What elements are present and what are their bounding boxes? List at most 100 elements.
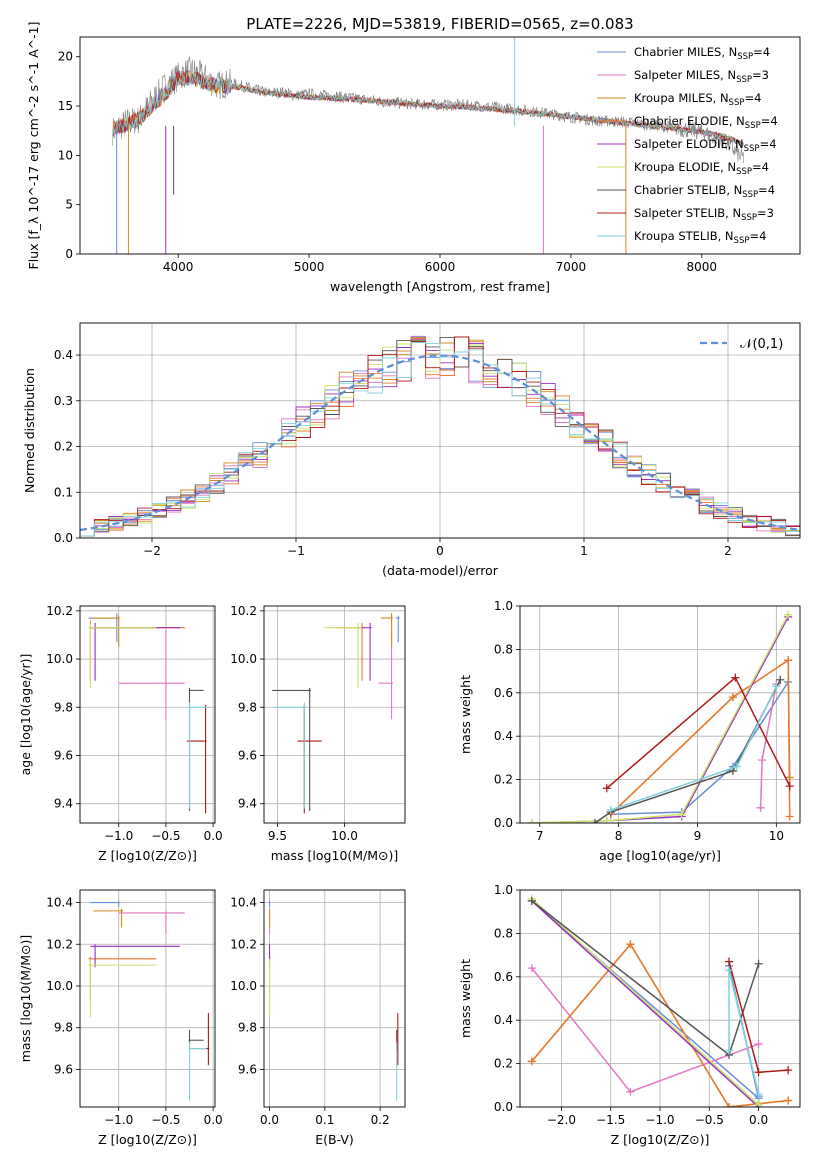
y-tick-label: 0.0 xyxy=(54,531,73,545)
legend-value: =4 xyxy=(744,91,761,105)
x-tick-label: −0.5 xyxy=(151,829,180,843)
legend-label: 𝒩(0,1) xyxy=(740,337,783,352)
series-point xyxy=(590,819,599,823)
x-tick-label: 0 xyxy=(436,544,444,558)
x-tick-label: 0.0 xyxy=(204,829,223,843)
y-tick-label: 1.0 xyxy=(494,883,513,897)
x-tick-label: 10 xyxy=(769,829,784,843)
plot-area xyxy=(80,335,800,538)
x-axis-label: E(B-V) xyxy=(315,1132,354,1147)
x-axis-label: Z [log10(Z/Z⊙)] xyxy=(611,1132,710,1147)
series-point xyxy=(725,957,734,966)
panel-massweight_vs_Z: −2.0 −1.5 −1.0 −0.5 0.0 0.0 0.2 0.4 0.6 0.8 1.0 Z [… xyxy=(458,883,801,1147)
y-tick-label: 20 xyxy=(58,50,73,64)
axes-frame xyxy=(519,889,801,1108)
series-point xyxy=(626,940,635,949)
legend-value: =4 xyxy=(758,183,775,197)
y-tick-label: 0.6 xyxy=(494,970,513,984)
legend-subscript: SSP xyxy=(745,121,761,131)
y-tick-label: 9.6 xyxy=(238,1062,257,1076)
x-tick-label: 1 xyxy=(580,544,588,558)
gaussian-reference xyxy=(80,354,800,532)
plot-area xyxy=(268,900,399,1101)
x-tick-label: 8 xyxy=(615,829,623,843)
y-tick-label: 0.0 xyxy=(494,1100,513,1114)
legend-subscript: SSP xyxy=(734,236,750,246)
x-tick-label: −1 xyxy=(287,544,305,558)
y-tick-label: 10.4 xyxy=(46,896,73,910)
series-point xyxy=(527,896,536,905)
plot-area xyxy=(527,894,793,1107)
panel-age_vs_mass: 9.5 10.0 9.4 9.6 9.8 10.0 10.2 mass [log10(M/M⊙… xyxy=(230,604,406,863)
legend-value: =3 xyxy=(757,206,774,220)
x-axis-label: age [log10(age/yr)] xyxy=(599,848,721,863)
y-tick-label: 10.2 xyxy=(230,937,257,951)
legend-value: =4 xyxy=(753,45,770,59)
y-tick-label: 9.4 xyxy=(238,797,257,811)
y-tick-label: 10.0 xyxy=(46,979,73,993)
y-tick-label: 0 xyxy=(65,247,73,261)
x-tick-label: 2 xyxy=(724,544,732,558)
series-point xyxy=(758,756,767,765)
x-tick-label: 5000 xyxy=(294,260,325,274)
y-tick-label: 0.8 xyxy=(494,926,513,940)
mass-weight-series xyxy=(531,614,789,823)
panel-mass_vs_ebv: 0.0 0.1 0.2 9.6 9.8 10.0 10.2 10.4 E(B-V) xyxy=(230,889,406,1147)
legend-value: =4 xyxy=(761,114,778,128)
axes-frame xyxy=(79,605,216,824)
series-point xyxy=(785,812,794,821)
axes-frame xyxy=(79,889,216,1108)
y-tick-label: 1.0 xyxy=(494,599,513,613)
y-tick-label: 10.2 xyxy=(46,604,73,618)
x-axis-label: mass [log10(M/M⊙)] xyxy=(271,848,399,863)
legend-label: Salpeter MILES, NSSP=3 xyxy=(634,68,769,85)
y-tick-label: 9.8 xyxy=(54,700,73,714)
legend-label: Chabrier MILES, NSSP=4 xyxy=(634,45,770,62)
series-point xyxy=(784,1066,793,1075)
y-tick-label: 9.8 xyxy=(238,1021,257,1035)
series-point xyxy=(606,805,615,814)
y-tick-label: 10.0 xyxy=(230,652,257,666)
x-tick-label: 0.0 xyxy=(749,1113,768,1127)
y-tick-label: 0.2 xyxy=(494,1057,513,1071)
y-axis-label: Normed distribution xyxy=(22,368,37,493)
x-axis-label: Z [log10(Z/Z⊙)] xyxy=(98,1132,197,1147)
legend-subscript: SSP xyxy=(744,144,760,154)
legend-subscript: SSP xyxy=(741,213,757,223)
y-tick-label: 10 xyxy=(58,148,73,162)
legend-label: Kroupa ELODIE, NSSP=4 xyxy=(634,160,769,177)
y-tick-label: 9.4 xyxy=(54,797,73,811)
mass-weight-series xyxy=(610,658,791,817)
series-point xyxy=(784,610,793,619)
y-tick-label: 9.8 xyxy=(238,700,257,714)
figure-title: PLATE=2226, MJD=53819, FIBERID=0565, z=0… xyxy=(246,15,633,33)
panel-age_vs_Z: −1.0 −0.5 0.0 9.4 9.6 9.8 10.0 10.2 Z [log10(Z/Z… xyxy=(18,604,223,863)
axes-frame xyxy=(79,322,801,539)
panel-residual_hist: −2 −1 0 1 2 0.0 0.1 0.2 0.3 0.4 𝒩(0,1) (data-model)… xyxy=(22,322,801,578)
x-tick-label: 0.1 xyxy=(315,1113,334,1127)
x-tick-label: −0.5 xyxy=(695,1113,724,1127)
series-point xyxy=(725,1103,734,1107)
y-tick-label: 10.0 xyxy=(46,652,73,666)
y-tick-label: 9.6 xyxy=(54,1062,73,1076)
series-point xyxy=(732,762,741,771)
series-point xyxy=(754,1068,763,1077)
series-point xyxy=(527,819,536,823)
y-tick-label: 0.3 xyxy=(54,394,73,408)
x-tick-label: 7 xyxy=(536,829,544,843)
x-tick-label: 4000 xyxy=(163,260,194,274)
legend-subscript: SSP xyxy=(729,98,745,108)
mass-weight-series xyxy=(610,681,789,816)
x-tick-label: −0.5 xyxy=(151,1113,180,1127)
y-axis-label: mass weight xyxy=(458,675,473,754)
series-point xyxy=(754,1089,763,1098)
legend-subscript: SSP xyxy=(742,190,758,200)
y-tick-label: 0.4 xyxy=(54,348,73,362)
y-axis-label: Flux [f_λ 10^-17 erg cm^-2 s^-1 A^-1] xyxy=(26,22,41,270)
x-tick-label: −1.5 xyxy=(596,1113,625,1127)
series-point xyxy=(626,1087,635,1096)
x-tick-label: −2.0 xyxy=(547,1113,576,1127)
series-point xyxy=(784,656,793,665)
x-tick-label: 6000 xyxy=(425,260,456,274)
y-tick-label: 15 xyxy=(58,99,73,113)
